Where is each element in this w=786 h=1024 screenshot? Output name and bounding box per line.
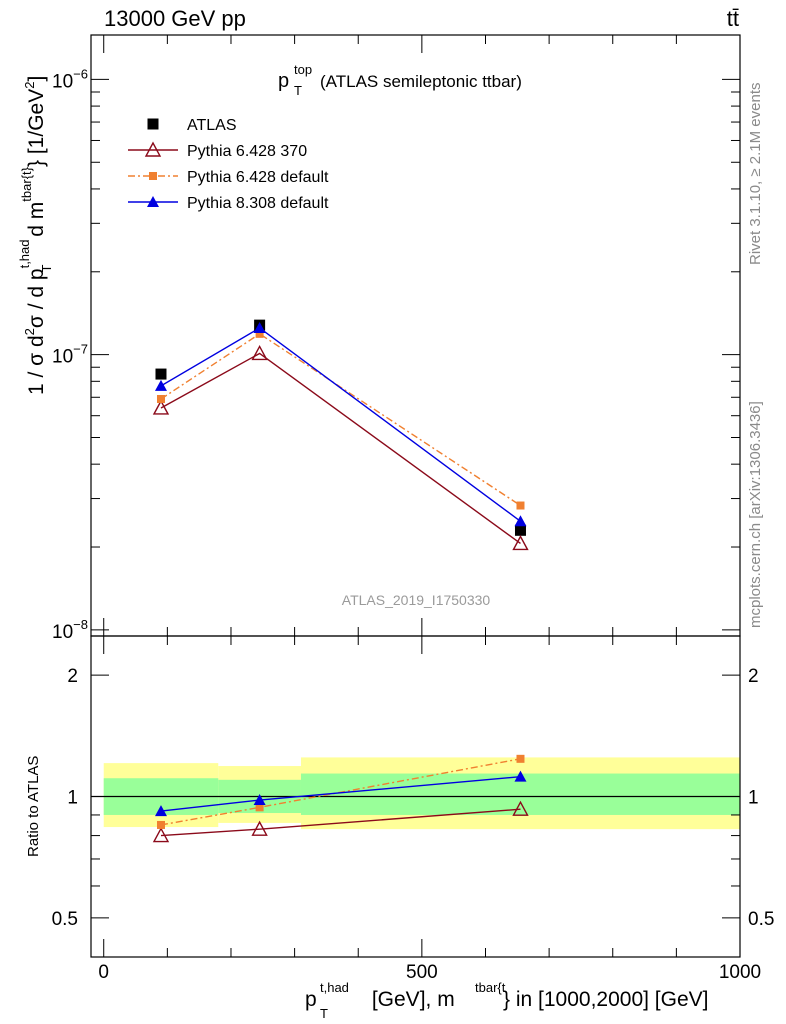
side-text-rivet: Rivet 3.1.10, ≥ 2.1M events — [747, 83, 764, 266]
legend-label-pythia-6-428-370: Pythia 6.428 370 — [187, 143, 307, 160]
x-tick-label: 1000 — [719, 962, 761, 983]
legend-marker-atlas — [147, 118, 159, 130]
main-point-pythia-6-428-default — [156, 394, 165, 403]
main-point-pythia-6-428-370 — [251, 344, 268, 361]
ratio-y-tick-label: 0.5 — [52, 909, 78, 930]
ratio-point-pythia-6-428-default — [255, 803, 264, 812]
x-axis-label: pt,had T [GeV], mtbar{t} in [1000,2000] [… — [305, 980, 709, 1021]
main-point-pythia-8-308-default — [154, 379, 167, 391]
main-point-pythia-6-428-default — [516, 501, 525, 510]
legend-marker-pythia-6-428-default — [149, 172, 157, 180]
main-line-pythia-8-308-default — [160, 327, 521, 522]
energy-label: 13000 GeV pp — [104, 6, 246, 31]
main-point-pythia-8-308-default — [514, 515, 527, 527]
analysis-watermark: ATLAS_2019_I1750330 — [342, 592, 491, 608]
main-plot-content — [152, 319, 529, 551]
legend-marker-pythia-8-308-default — [147, 196, 159, 207]
x-tick-label: 500 — [406, 962, 438, 983]
ratio-y-tick-label-right: 1 — [748, 788, 759, 809]
main-axis-ticks: 10−6 10−7 10−8 — [52, 35, 741, 643]
main-point-pythia-6-428-370 — [152, 399, 170, 415]
x-tick-label: 0 — [98, 962, 109, 983]
ratio-point-pythia-8-308-default — [253, 794, 266, 806]
ratio-y-tick-label: 1 — [67, 788, 78, 809]
plot-title: p Ttop(ATLAS semileptonic ttbar) — [278, 62, 522, 98]
main-point-atlas — [514, 524, 526, 536]
main-y-tick-label: 10−6 — [52, 66, 88, 92]
ratio-y-tick-label-right: 0.5 — [748, 909, 774, 930]
ratio-y-tick-label: 2 — [67, 666, 78, 687]
main-point-atlas — [155, 368, 167, 380]
legend-label-pythia-6-428-default: Pythia 6.428 default — [187, 169, 329, 186]
ratio-point-pythia-6-428-370 — [512, 800, 529, 816]
main-line-pythia-6-428-370 — [160, 352, 521, 545]
main-point-pythia-6-428-default — [255, 329, 264, 338]
ratio-point-pythia-6-428-370 — [251, 820, 268, 836]
process-label: tt̄ — [727, 6, 739, 31]
ratio-point-pythia-6-428-370 — [152, 827, 170, 843]
main-y-tick-label: 10−7 — [52, 342, 88, 368]
ratio-plot-content — [91, 754, 740, 843]
main-point-pythia-8-308-default — [253, 321, 266, 333]
ratio-point-pythia-8-308-default — [514, 770, 527, 782]
legend-label-pythia-8-308-default: Pythia 8.308 default — [187, 195, 329, 212]
ratio-line-pythia-6-428-370 — [160, 808, 521, 837]
main-line-pythia-6-428-default — [160, 333, 521, 507]
main-y-tick-label: 10−8 — [52, 617, 88, 643]
ratio-point-pythia-8-308-default — [154, 805, 167, 817]
ratio-y-axis-label: Ratio to ATLAS — [25, 756, 42, 857]
ratio-point-pythia-6-428-default — [156, 820, 165, 829]
ratio-axis-ticks: 0.5 0.5 1 1 2 2 0 500 1000 — [52, 636, 774, 983]
side-text-mcplots: mcplots.cern.ch [arXiv:1306.3436] — [747, 401, 764, 628]
main-point-pythia-6-428-370 — [512, 535, 529, 551]
ratio-y-tick-label-right: 2 — [748, 666, 759, 687]
legend-marker-pythia-6-428-370 — [144, 141, 162, 157]
legend-label-atlas: ATLAS — [187, 117, 237, 134]
legend: ATLAS Pythia 6.428 370 Pythia 6.428 defaul… — [128, 117, 329, 212]
main-y-axis-label: 1 / σ d2σ / d pt,hadT d mtbar{t}} [1/GeV… — [17, 76, 54, 395]
ratio-point-pythia-6-428-default — [516, 754, 525, 763]
